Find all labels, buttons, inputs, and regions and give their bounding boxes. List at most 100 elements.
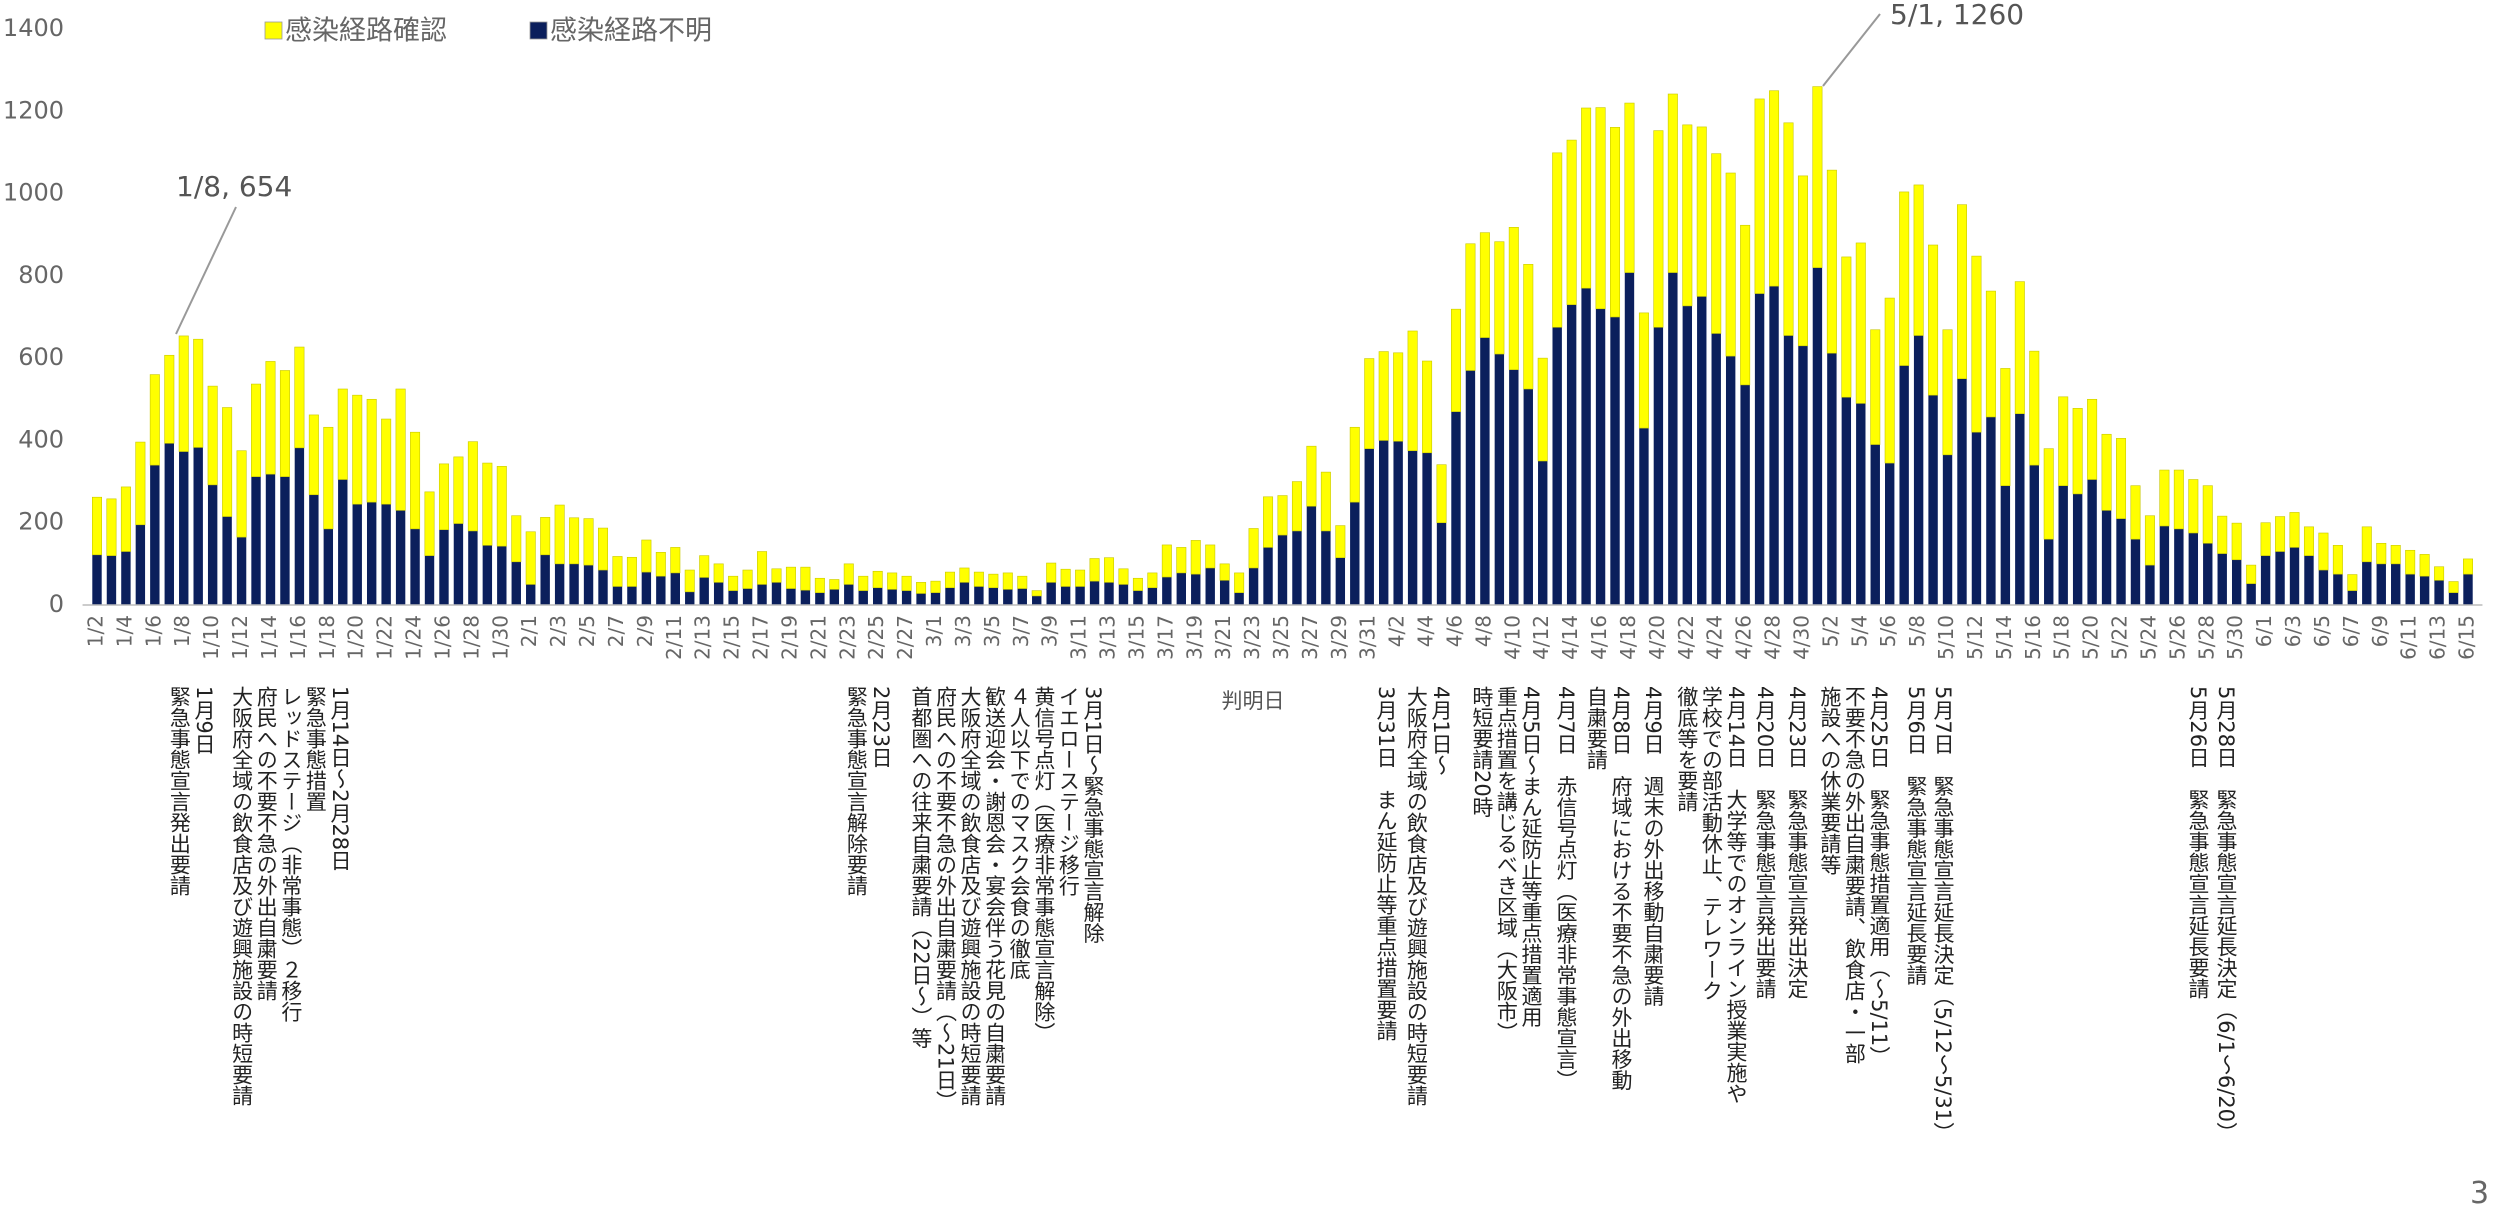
- x-tick-label: 3/19: [1182, 615, 1206, 660]
- bar-segment: [598, 527, 609, 571]
- bar-segment: [1581, 107, 1592, 289]
- bar-segment: [1133, 590, 1143, 605]
- bar-segment: [2318, 570, 2329, 605]
- x-tick-label: 4/22: [1674, 615, 1698, 660]
- bar-segment: [742, 588, 753, 605]
- event-line: 4月14日 大学等でのオンライン授業実施や: [1724, 686, 1748, 1105]
- x-tick-label: 1/16: [286, 615, 310, 660]
- bar-segment: [771, 568, 782, 583]
- x-tick-label: 3/31: [1356, 615, 1380, 660]
- bar-segment: [2304, 555, 2314, 605]
- bar-segment: [1711, 333, 1721, 605]
- bar-segment: [2058, 485, 2068, 605]
- bar-segment: [2159, 469, 2170, 527]
- bar-segment: [901, 590, 912, 605]
- bar-segment: [728, 575, 739, 591]
- bar-segment: [1104, 582, 1114, 605]
- bar-segment: [973, 571, 984, 587]
- bar-segment: [887, 572, 898, 590]
- event-note: 3月31日 まん延防止等重点措置要請: [1373, 686, 1398, 1041]
- bar-segment: [410, 528, 420, 605]
- bar-segment: [612, 586, 623, 605]
- x-tick-label: 4/18: [1616, 615, 1640, 660]
- bar-segment: [2015, 413, 2025, 605]
- bar-segment: [2376, 563, 2386, 605]
- bar-segment: [1624, 102, 1635, 273]
- bar-segment: [309, 494, 319, 605]
- x-tick-label: 3/25: [1269, 615, 1293, 660]
- bar-segment: [1942, 329, 1953, 456]
- x-tick-label: 2/3: [546, 615, 570, 647]
- bar-segment: [121, 551, 131, 605]
- bar-segment: [1697, 296, 1707, 605]
- event-note: 4月5日～まん延防止等重点措置適用 重点措置を講じるべき区域（大阪市） 時短要請20…: [1469, 686, 1543, 1043]
- event-line: 重点措置を講じるべき区域（大阪市）: [1494, 686, 1519, 1043]
- bar-segment: [1407, 450, 1418, 605]
- legend-swatch: [264, 21, 283, 40]
- bar-segment: [323, 528, 334, 605]
- bar-segment: [2000, 485, 2011, 605]
- x-tick-label: 3/7: [1009, 615, 1033, 647]
- bar-segment: [2101, 510, 2112, 605]
- bar-segment: [1928, 244, 1939, 396]
- event-note: 4月8日 府域における不要不急の外出移動 自粛要請: [1584, 686, 1633, 1091]
- bar-segment: [1161, 544, 1172, 578]
- bar-segment: [757, 551, 768, 585]
- x-tick-label: 2/15: [720, 615, 744, 660]
- bar-segment: [2231, 522, 2242, 561]
- bar-segment: [1465, 370, 1476, 605]
- bar-segment: [1725, 356, 1736, 605]
- bar-segment: [496, 466, 507, 547]
- legend-swatch: [529, 21, 548, 40]
- bar-segment: [424, 491, 435, 556]
- page-number: 3: [2470, 1176, 2490, 1211]
- x-tick-label: 6/3: [2281, 615, 2305, 647]
- bar-segment: [1899, 191, 1910, 366]
- bar-segment: [1797, 175, 1808, 347]
- bar-segment: [2361, 526, 2372, 563]
- legend-label: 感染経路不明: [550, 16, 712, 47]
- bar-segment: [2203, 543, 2213, 605]
- bar-segment: [1263, 547, 1273, 605]
- bar-segment: [511, 561, 521, 605]
- bar-segment: [1291, 481, 1302, 532]
- bar-segment: [222, 516, 232, 605]
- bar-segment: [1292, 530, 1302, 605]
- bar-segment: [959, 582, 970, 605]
- bar-segment: [2289, 547, 2300, 605]
- bar-segment: [178, 335, 189, 452]
- bar-segment: [2202, 485, 2213, 544]
- bar-segment: [1320, 471, 1331, 532]
- x-tick-label: 4/28: [1761, 615, 1785, 660]
- bar-segment: [2029, 350, 2040, 466]
- x-tick-label: 5/24: [2136, 615, 2160, 660]
- bar-segment: [1566, 304, 1577, 605]
- bar-segment: [829, 579, 840, 590]
- bar-segment: [1147, 572, 1158, 589]
- bar-segment: [395, 388, 406, 511]
- x-tick-label: 5/6: [1876, 615, 1900, 647]
- x-tick-label: 5/2: [1818, 615, 1842, 647]
- bar-segment: [1451, 411, 1461, 605]
- bar-segment: [554, 563, 565, 605]
- bar-segment: [944, 571, 955, 589]
- bar-segment: [1668, 272, 1678, 605]
- bar-segment: [1812, 267, 1823, 605]
- bar-segment: [2376, 542, 2387, 565]
- bar-segment: [92, 554, 102, 605]
- bar-segment: [1104, 557, 1115, 583]
- bar-segment: [627, 586, 637, 605]
- bar-segment: [1841, 256, 1852, 398]
- event-line: 1月9日: [192, 686, 216, 755]
- bar-segment: [1205, 567, 1215, 605]
- bar-segment: [887, 589, 897, 605]
- x-tick-label: 4/14: [1558, 615, 1582, 660]
- event-line: 4月23日 緊急事態宣言発出決定: [1785, 686, 1809, 1000]
- y-tick-label: 600: [18, 343, 64, 371]
- event-line: 4月7日 赤信号点灯（医療非常事態宣言）: [1554, 686, 1578, 1091]
- bar-segment: [251, 476, 261, 605]
- bar-segment: [641, 572, 652, 605]
- bar-segment: [1682, 124, 1693, 307]
- bar-segment: [279, 370, 290, 477]
- bar-segment: [2174, 528, 2184, 605]
